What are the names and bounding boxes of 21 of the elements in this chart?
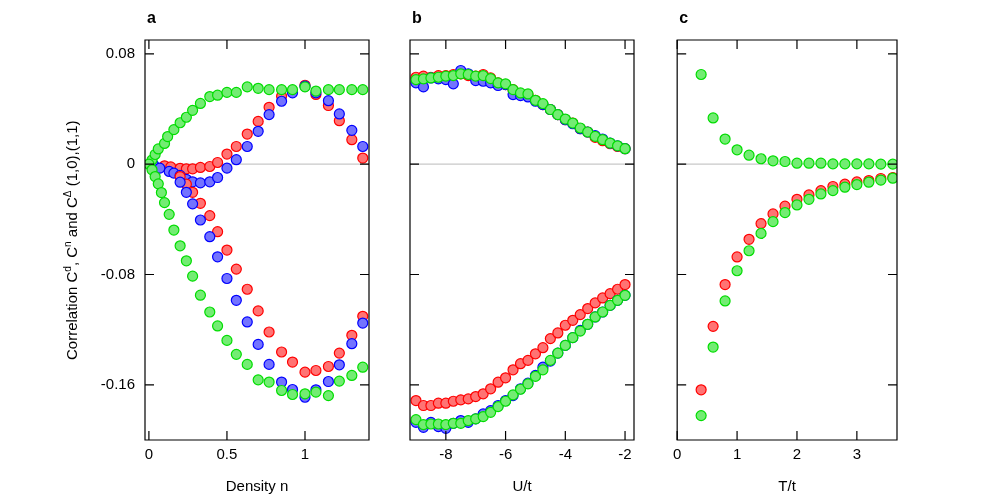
y-tick-label: -0.08 — [100, 264, 135, 282]
y-tick-label: 0 — [126, 154, 135, 172]
x-tick-label: 1 — [300, 445, 310, 463]
x-tick-label: 2 — [792, 445, 802, 463]
x-tick-label: -4 — [558, 445, 572, 463]
chart-title: a — [147, 9, 156, 26]
y-tick-label: -0.16 — [100, 374, 135, 392]
x-tick-label: -6 — [498, 445, 513, 463]
x-tick-label: 1 — [732, 445, 742, 463]
x-tick-label: 0 — [144, 445, 154, 463]
y-tick-label: 0.08 — [105, 43, 135, 61]
chart-title: b — [412, 9, 422, 26]
x-tick-label: 3 — [852, 445, 862, 463]
x-axis-title: Density n — [225, 477, 289, 495]
chart-title: c — [679, 9, 689, 26]
x-tick-label: 0 — [673, 445, 682, 463]
x-axis-title: T/t — [778, 477, 797, 495]
x-tick-label: -2 — [618, 445, 632, 463]
x-tick-label: 0.5 — [216, 445, 238, 463]
x-tick-label: -8 — [439, 445, 453, 463]
x-axis-title: U/t — [512, 477, 533, 495]
